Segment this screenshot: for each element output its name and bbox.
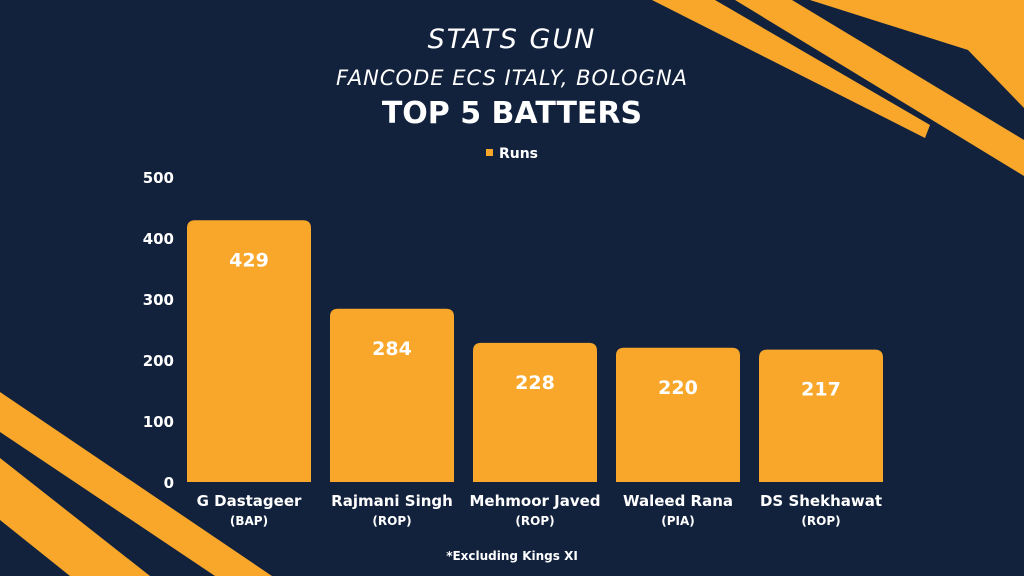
- decor-stripe-top-3: [810, 0, 1024, 108]
- decor-stripe-top-1: [652, 0, 930, 138]
- y-axis: 0 100 200 300 400 500: [143, 169, 174, 492]
- bar: [759, 349, 883, 482]
- bar: [187, 220, 311, 482]
- bar: [616, 347, 740, 482]
- bars-group: 429 284 228 220 217: [187, 220, 883, 482]
- x-tick-label: Waleed Rana: [623, 492, 733, 510]
- y-tick-label: 300: [143, 291, 174, 309]
- x-axis: G Dastageer (BAP) Rajmani Singh (ROP) Mehmoo…: [197, 492, 882, 528]
- legend-swatch: [485, 148, 493, 156]
- bar: [330, 308, 454, 482]
- footnote: *Excluding Kings XI: [446, 549, 578, 563]
- legend: Runs: [0, 146, 1024, 162]
- bar-value-label: 228: [515, 372, 555, 394]
- bar: [473, 342, 597, 482]
- legend-label: Runs: [498, 146, 539, 162]
- chart-heading: TOP 5 BATTERS: [381, 96, 643, 131]
- y-tick-label: 200: [143, 352, 174, 370]
- x-tick-team-label: (PIA): [661, 514, 695, 528]
- y-tick-label: 400: [143, 230, 174, 248]
- y-tick-label: 500: [143, 169, 174, 187]
- decor-stripe-bottom-1: [0, 392, 272, 576]
- bar-value-label: 220: [658, 377, 698, 399]
- bar-value-label: 429: [229, 249, 269, 271]
- chart-title: STATS GUN: [427, 24, 597, 55]
- x-tick-team-label: (ROP): [515, 514, 554, 528]
- x-tick-label: Mehmoor Javed: [469, 492, 600, 510]
- y-tick-label: 0: [164, 474, 174, 492]
- y-tick-label: 100: [143, 413, 174, 431]
- decor-stripe-top-2: [735, 0, 1024, 176]
- x-tick-team-label: (ROP): [372, 514, 411, 528]
- chart-subtitle: FANCODE ECS ITALY, BOLOGNA: [335, 66, 689, 90]
- x-tick-team-label: (ROP): [801, 514, 840, 528]
- x-tick-label: Rajmani Singh: [331, 492, 453, 510]
- decor-stripe-bottom-2: [0, 458, 150, 576]
- x-tick-label: DS Shekhawat: [760, 492, 882, 510]
- x-tick-label: G Dastageer: [197, 492, 302, 510]
- bar-value-label: 217: [801, 379, 841, 401]
- bar-value-label: 284: [372, 338, 412, 360]
- x-tick-team-label: (BAP): [230, 514, 268, 528]
